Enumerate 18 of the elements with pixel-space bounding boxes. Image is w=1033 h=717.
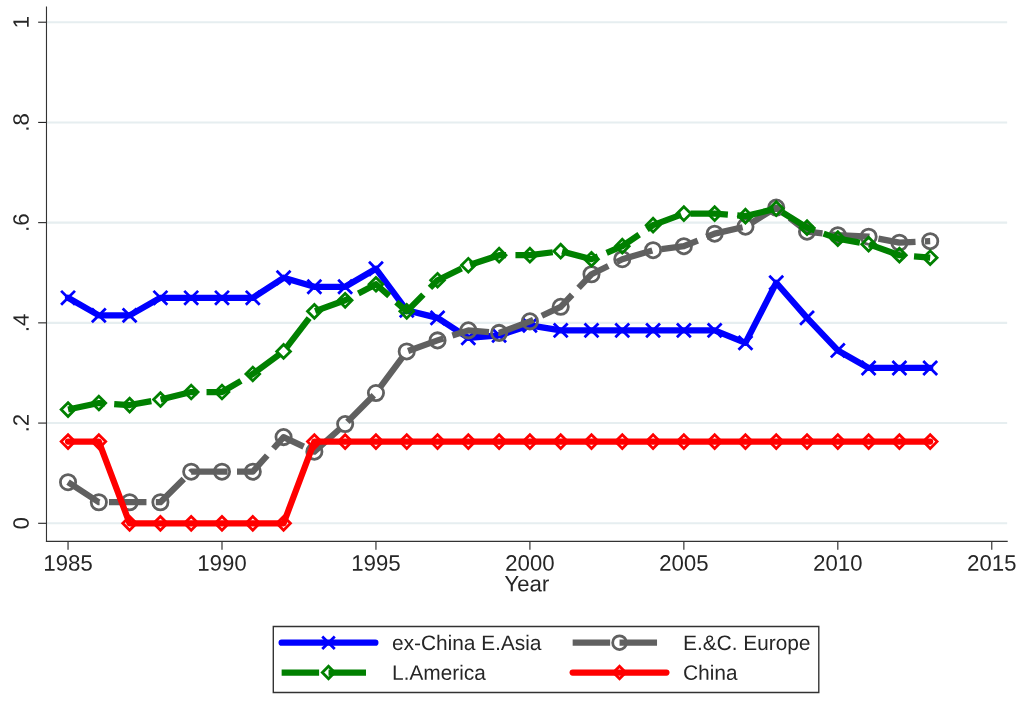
x-tick-label: 2015 xyxy=(968,555,1016,571)
x-tick-label: 1990 xyxy=(198,555,246,571)
y-tick-label: .6 xyxy=(13,214,29,230)
legend-label: ex-China E.Asia xyxy=(392,634,542,651)
x-tick-label: 2000 xyxy=(506,555,554,571)
legend-label: L.America xyxy=(393,664,486,681)
y-tick-label: .8 xyxy=(13,114,29,130)
x-tick-label: 1985 xyxy=(45,555,92,571)
y-tick-label: .4 xyxy=(13,314,29,331)
y-tick-label: 1 xyxy=(13,17,29,27)
legend-label: China xyxy=(684,664,738,681)
x-tick-label: 2005 xyxy=(660,555,708,571)
legend-label: E.&C. Europe xyxy=(684,635,810,655)
y-tick-label: .2 xyxy=(13,414,29,431)
x-tick-label: 1995 xyxy=(352,555,400,571)
y-tick-label: 0 xyxy=(13,517,29,529)
x-tick-label: 2010 xyxy=(814,555,862,571)
x-axis-title: Year xyxy=(504,576,549,592)
